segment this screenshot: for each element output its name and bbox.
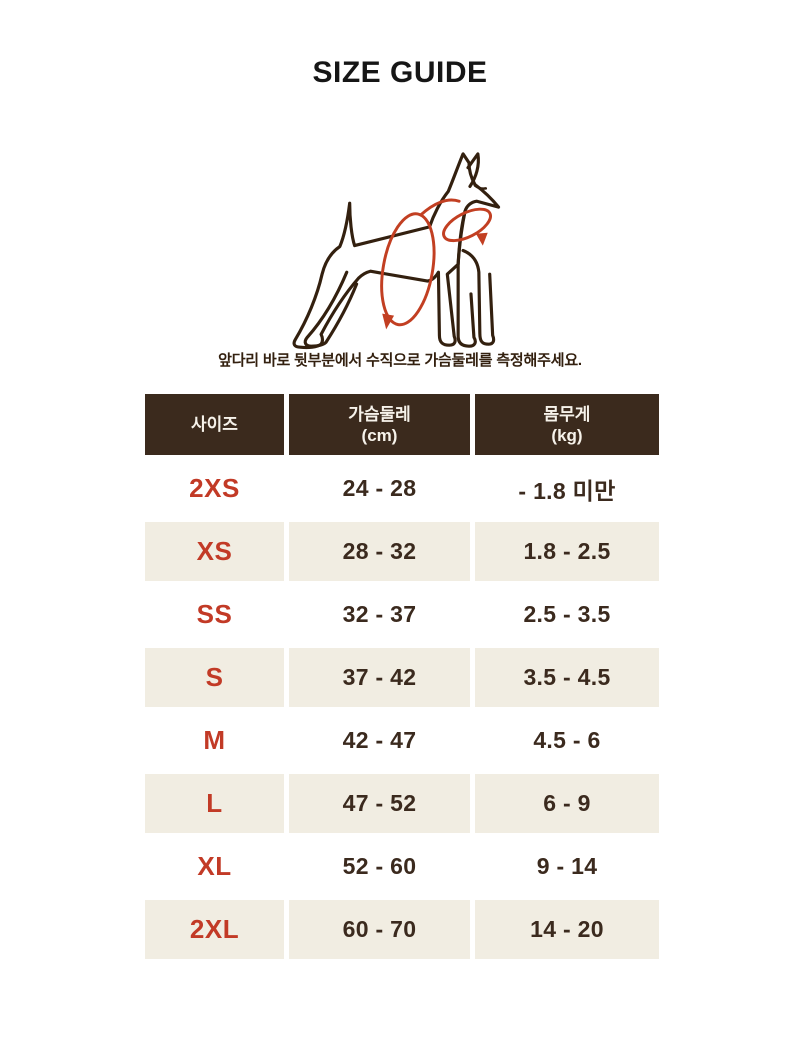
chest-cell: 47 - 52 bbox=[289, 774, 470, 833]
chest-measure-line bbox=[380, 212, 436, 327]
weight-cell: 1.8 - 2.5 bbox=[475, 522, 659, 581]
size-cell: S bbox=[145, 648, 284, 707]
table-row: 2XS 24 - 28 - 1.8 미만 bbox=[145, 459, 659, 518]
weight-cell: 9 - 14 bbox=[475, 837, 659, 896]
table-row: L 47 - 52 6 - 9 bbox=[145, 774, 659, 833]
weight-cell: 2.5 - 3.5 bbox=[475, 585, 659, 644]
measure-connector-line bbox=[419, 198, 461, 217]
measure-instruction: 앞다리 바로 뒷부분에서 수직으로 가슴둘레를 측정해주세요. bbox=[218, 352, 582, 369]
header-sub-label: (kg) bbox=[551, 425, 583, 445]
chest-cell: 24 - 28 bbox=[289, 459, 470, 518]
table-row: XL 52 - 60 9 - 14 bbox=[145, 837, 659, 896]
size-table-body: 2XS 24 - 28 - 1.8 미만 XS 28 - 32 1.8 - 2.… bbox=[145, 459, 659, 959]
header-label: 몸무게 bbox=[543, 404, 591, 424]
header-label: 사이즈 bbox=[191, 415, 238, 434]
size-cell: XS bbox=[145, 522, 284, 581]
dog-far-front-leg bbox=[461, 248, 496, 346]
table-row: XS 28 - 32 1.8 - 2.5 bbox=[145, 522, 659, 581]
dog-back-ear bbox=[466, 152, 480, 189]
size-cell: 2XL bbox=[145, 900, 284, 959]
header-cell-chest: 가슴둘레 (cm) bbox=[289, 394, 470, 455]
header-sub-label: (cm) bbox=[361, 425, 398, 445]
weight-cell: 3.5 - 4.5 bbox=[475, 648, 659, 707]
size-cell: 2XS bbox=[145, 459, 284, 518]
dog-far-rear-leg bbox=[303, 270, 359, 348]
table-row: M 42 - 47 4.5 - 6 bbox=[145, 711, 659, 770]
dog-chest-line bbox=[456, 209, 477, 348]
neck-measure-line bbox=[442, 207, 492, 243]
weight-cell: 14 - 20 bbox=[475, 900, 659, 959]
chest-cell: 28 - 32 bbox=[289, 522, 470, 581]
table-row: 2XL 60 - 70 14 - 20 bbox=[145, 900, 659, 959]
table-row: SS 32 - 37 2.5 - 3.5 bbox=[145, 585, 659, 644]
size-cell: SS bbox=[145, 585, 284, 644]
weight-cell: - 1.8 미만 bbox=[475, 459, 659, 518]
chest-cell: 42 - 47 bbox=[289, 711, 470, 770]
page-title: SIZE GUIDE bbox=[312, 56, 488, 89]
header-cell-size: 사이즈 bbox=[145, 394, 284, 455]
size-cell: L bbox=[145, 774, 284, 833]
weight-cell: 6 - 9 bbox=[475, 774, 659, 833]
size-cell: M bbox=[145, 711, 284, 770]
size-cell: XL bbox=[145, 837, 284, 896]
header-label: 가슴둘레 bbox=[348, 404, 411, 424]
table-row: S 37 - 42 3.5 - 4.5 bbox=[145, 648, 659, 707]
size-table: 사이즈 가슴둘레 (cm) 몸무게 (kg) 2XS 24 - 28 - 1.8… bbox=[145, 394, 659, 959]
header-cell-weight: 몸무게 (kg) bbox=[475, 394, 659, 455]
chest-cell: 52 - 60 bbox=[289, 837, 470, 896]
size-table-header: 사이즈 가슴둘레 (cm) 몸무게 (kg) bbox=[145, 394, 659, 455]
dog-outline bbox=[292, 152, 501, 350]
chest-cell: 37 - 42 bbox=[289, 648, 470, 707]
weight-cell: 4.5 - 6 bbox=[475, 711, 659, 770]
chest-cell: 32 - 37 bbox=[289, 585, 470, 644]
measure-arrow-collar bbox=[475, 232, 488, 246]
chest-cell: 60 - 70 bbox=[289, 900, 470, 959]
dog-illustration bbox=[292, 152, 501, 350]
dog-eye bbox=[473, 184, 488, 190]
